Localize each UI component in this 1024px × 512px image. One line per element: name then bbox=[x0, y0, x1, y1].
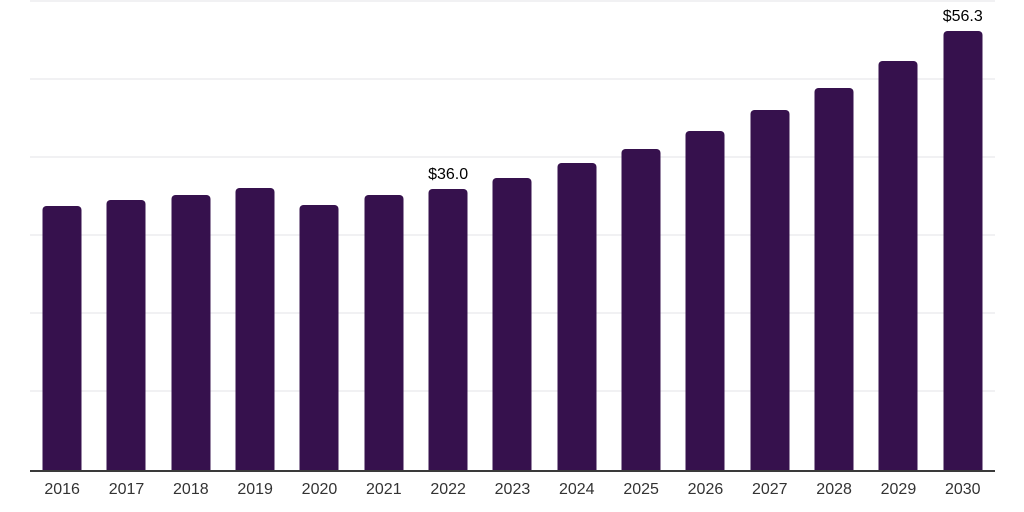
bar-2028 bbox=[814, 87, 854, 470]
bar-slot bbox=[673, 2, 737, 470]
x-tick-label-2016: 2016 bbox=[44, 481, 80, 498]
x-tick-label-2025: 2025 bbox=[623, 481, 659, 498]
x-axis: 2016 2017 2018 2019 2020 2021 2022 2023 2024 2025… bbox=[30, 480, 995, 500]
bar-slot bbox=[545, 2, 609, 470]
bar-slot: $36.0 bbox=[416, 2, 480, 470]
bar-2024 bbox=[557, 163, 597, 470]
bar-2019 bbox=[235, 187, 275, 470]
x-tick-label-2020: 2020 bbox=[301, 481, 338, 498]
x-tick-label-2018: 2018 bbox=[173, 481, 209, 498]
bar-2029 bbox=[878, 61, 918, 470]
bar-value-label-2030: $56.3 bbox=[942, 7, 983, 25]
gridline bbox=[30, 0, 995, 2]
bar-2027 bbox=[750, 110, 790, 470]
bar-slot bbox=[159, 2, 223, 470]
bar-slot bbox=[609, 2, 673, 470]
bar-2023 bbox=[492, 177, 532, 470]
x-tick-label-2029: 2029 bbox=[880, 481, 917, 498]
x-tick-label-2022: 2022 bbox=[430, 481, 466, 498]
bar-slot bbox=[866, 2, 930, 470]
bar-2026 bbox=[685, 131, 725, 470]
bar-slot bbox=[94, 2, 158, 470]
bars-row: $36.0 $56.3 bbox=[30, 2, 995, 470]
x-tick-label-2017: 2017 bbox=[108, 481, 145, 498]
x-tick-label-2028: 2028 bbox=[816, 481, 852, 498]
bar-2025 bbox=[621, 148, 661, 470]
bar-2020 bbox=[299, 204, 339, 470]
x-tick-label-2019: 2019 bbox=[237, 481, 273, 498]
bar-slot bbox=[30, 2, 94, 470]
gridline bbox=[30, 156, 995, 159]
x-tick-label-2027: 2027 bbox=[751, 481, 788, 498]
x-tick-label-2030: 2030 bbox=[944, 481, 981, 498]
bar-2030 bbox=[943, 30, 983, 470]
plot-area: $36.0 $56.3 bbox=[30, 0, 995, 472]
bar-slot bbox=[480, 2, 544, 470]
x-tick-label-2024: 2024 bbox=[558, 481, 595, 498]
x-tick-label-2023: 2023 bbox=[494, 481, 531, 498]
bar-value-label-2022: $36.0 bbox=[428, 166, 469, 184]
bar-2017 bbox=[106, 200, 146, 470]
bar-slot bbox=[802, 2, 866, 470]
bar-2022 bbox=[428, 189, 468, 470]
bar-2021 bbox=[364, 194, 404, 470]
bar-2016 bbox=[42, 205, 82, 470]
bar-slot bbox=[223, 2, 287, 470]
bar-slot bbox=[352, 2, 416, 470]
bar-slot bbox=[287, 2, 351, 470]
bar-slot bbox=[738, 2, 802, 470]
bar-2018 bbox=[171, 194, 211, 470]
x-tick-label-2026: 2026 bbox=[687, 481, 724, 498]
x-tick-label-2021: 2021 bbox=[366, 481, 402, 498]
gridline bbox=[30, 78, 995, 80]
bar-slot: $56.3 bbox=[931, 2, 995, 470]
